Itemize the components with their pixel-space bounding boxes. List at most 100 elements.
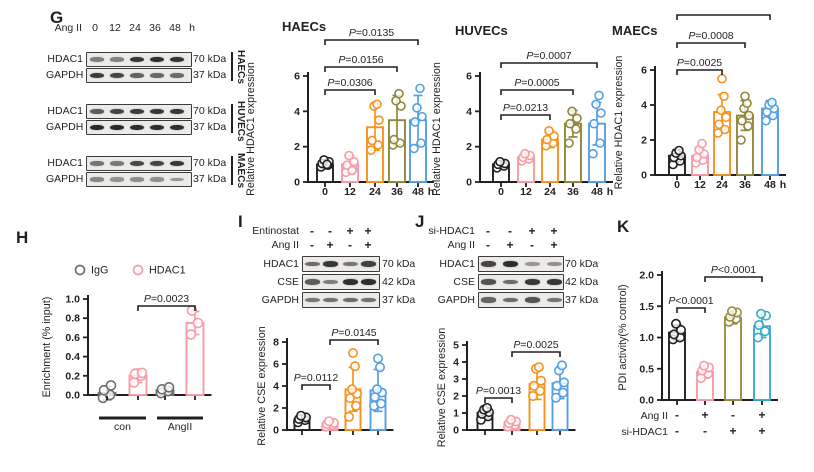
chart-cse-expression-entinostat: 0 2 4 6 8 P=0.0112 P=0.0145 Relative CSE expres… [237, 212, 433, 472]
cell-type-label: MAECs [235, 153, 246, 189]
x-tick-label: 36 [567, 186, 579, 198]
y-axis-title: Relative HDAC1 expression [245, 62, 257, 196]
significance-bracket [676, 69, 723, 75]
x-unit-label: h [428, 186, 434, 198]
lane-time-label: 12 [109, 22, 121, 34]
data-point [589, 118, 599, 129]
protein-band [90, 109, 104, 114]
lane-unit-label: h [189, 22, 195, 34]
data-point [372, 384, 383, 395]
bar-chart-svg: 0.0 0.2 0.4 0.6 0.8 1.0 P=0.0023 Enrichment (% … [41, 264, 212, 433]
data-point [98, 384, 110, 396]
data-point [727, 306, 738, 317]
y-tick-label: 2 [294, 141, 300, 153]
protein-band [130, 160, 144, 167]
protein-band [361, 278, 376, 286]
x-tick-label: 48 [412, 186, 424, 198]
y-tick-label: 3 [453, 374, 459, 386]
p-value-label: P=0.0213 [503, 102, 548, 114]
protein-label: GAPDH [261, 294, 299, 306]
p-value-label: P=0.0112 [294, 372, 339, 384]
blot-image [86, 120, 192, 135]
y-tick-label: 2 [273, 403, 279, 415]
y-tick-label: 0.4 [65, 351, 80, 363]
significance-bracket [500, 89, 574, 95]
data-point [676, 325, 687, 336]
y-axis-title: PDI activity(% control) [617, 284, 629, 390]
data-point [767, 97, 777, 108]
protein-band [90, 124, 104, 131]
y-tick-label: 0 [466, 177, 472, 189]
y-tick-label: 4 [466, 106, 472, 118]
data-point [591, 99, 601, 110]
data-point [756, 308, 767, 319]
data-point [721, 112, 731, 123]
x-unit-label: h [607, 186, 613, 198]
x-tick-label: 12 [520, 186, 532, 198]
treatment-sign: - [530, 238, 534, 252]
y-tick-label: 6 [466, 71, 472, 83]
legend-marker [132, 264, 144, 276]
p-value-label: P=0.0025 [677, 57, 722, 69]
treatment-sign: + [346, 224, 354, 238]
lane-time-label: 0 [92, 22, 98, 34]
p-value-label: P=0.0013 [476, 385, 521, 397]
panel-label-h: H [16, 228, 29, 247]
protein-band [90, 161, 104, 166]
p-value-label: P=0.0025 [513, 339, 558, 351]
data-point [324, 416, 335, 427]
protein-band [170, 56, 184, 63]
data-point [389, 134, 399, 145]
legend-label: IgG [91, 265, 108, 277]
data-point [192, 317, 204, 329]
data-point [495, 156, 505, 167]
y-tick-label: 0.8 [65, 313, 80, 325]
group-label: AngII [168, 421, 193, 433]
data-point [322, 159, 332, 170]
group-divider [231, 156, 233, 185]
treatment-sign: + [550, 238, 558, 252]
data-point [529, 380, 540, 391]
matrix-row-label: si-HDAC1 [621, 426, 668, 438]
treatment-name: Ang II [271, 239, 299, 251]
protein-band [547, 279, 562, 285]
significance-bracket [324, 39, 419, 45]
data-point [717, 73, 727, 84]
protein-band [150, 108, 164, 115]
significance-bracket [329, 339, 379, 345]
x-tick-label: 0 [498, 186, 504, 198]
x-tick-label: 12 [694, 179, 706, 191]
protein-band [305, 279, 320, 285]
data-point [351, 400, 362, 411]
protein-label: GAPDH [46, 173, 84, 185]
y-tick-label: 4 [294, 106, 300, 118]
data-point [716, 105, 726, 116]
protein-band [110, 161, 124, 166]
protein-band [150, 56, 164, 63]
data-point [670, 318, 681, 329]
protein-label: GAPDH [46, 69, 84, 81]
data-point [415, 83, 425, 94]
western-blot-panel-g: Ang II 0 12 24 36 48 h HDAC1 70 kDa GAPDH 37 kDa HA… [46, 18, 258, 194]
data-point [347, 384, 358, 395]
treatment-sign: + [364, 224, 372, 238]
protein-label: GAPDH [46, 121, 84, 133]
kda-label: 70 kDa [382, 258, 416, 270]
data-point [668, 329, 679, 340]
chart-huvecs-hdac1-expression: 0 2 4 6 0 12 24 36 48 h P=0.0213 P=0.0005 P=0.0007 HU… [431, 4, 618, 209]
data-point [375, 362, 386, 373]
group-divider [231, 104, 233, 133]
data-point [376, 398, 387, 409]
protein-band [361, 261, 376, 267]
data-point [571, 124, 581, 134]
y-tick-label: 0.2 [65, 370, 80, 382]
group-label: con [114, 421, 131, 433]
protein-band [323, 279, 338, 285]
y-axis-title: Relative HDAC1 expression [431, 62, 443, 196]
y-tick-label: 6 [641, 65, 647, 77]
data-point [714, 119, 724, 130]
data-point [754, 320, 765, 331]
